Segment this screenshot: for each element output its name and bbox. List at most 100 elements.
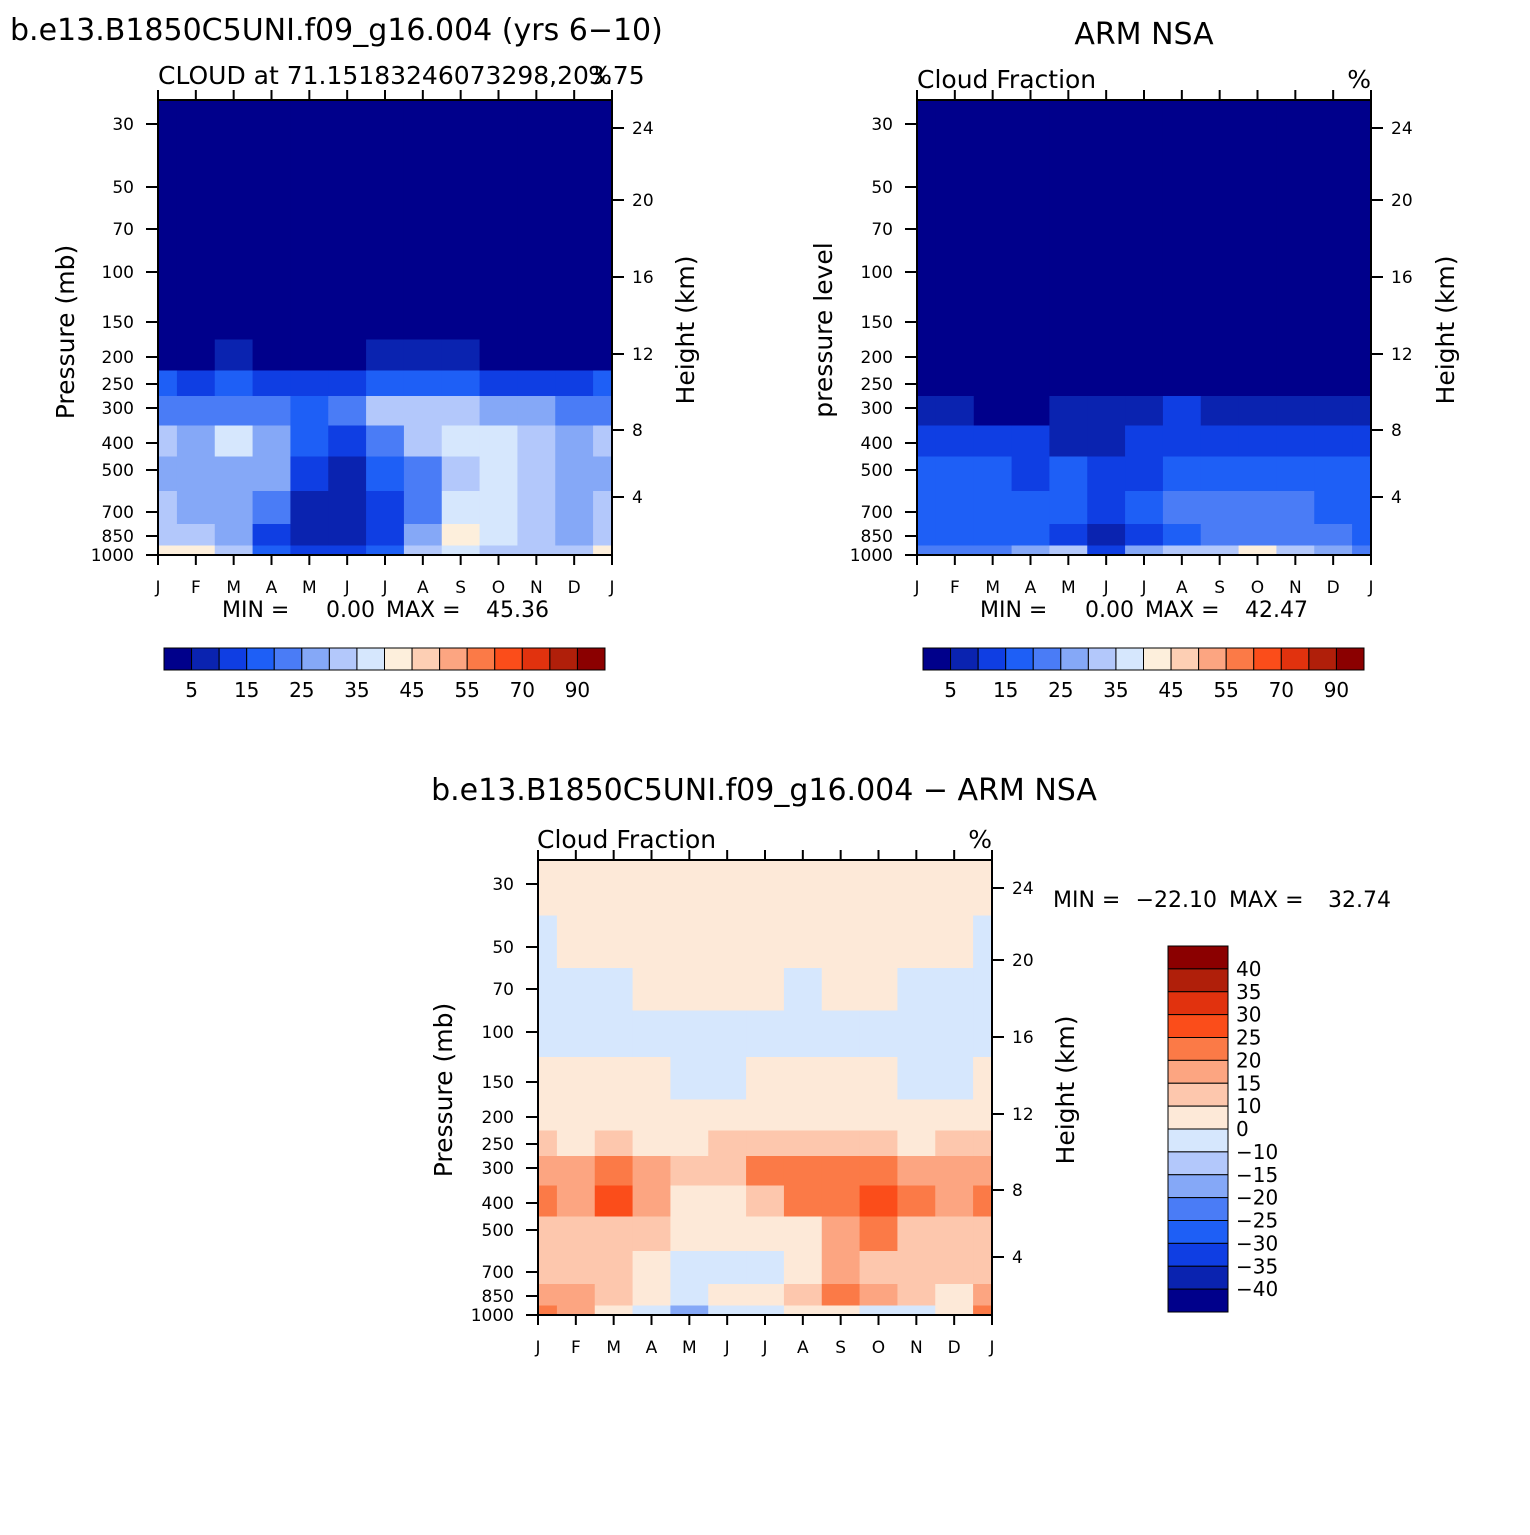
y-tick-right-label: 12 [1391,345,1413,365]
heatmap-cell [214,297,254,341]
heatmap-cell [821,1216,861,1252]
colorbar-swatch [1167,991,1229,1016]
heatmap-cell [859,1099,899,1132]
subtitle-right-obs: % [1347,65,1371,94]
heatmap-cell [1087,370,1126,397]
heatmap-cell [366,339,405,372]
heatmap-cell [176,370,216,397]
heatmap-cell [1352,396,1371,427]
heatmap-cell [973,545,1013,555]
heatmap-cell [556,1216,596,1252]
y-tick-label: 300 [482,1159,514,1179]
colorbar-swatch [922,647,952,671]
heatmap-cell [1238,208,1278,252]
heatmap-cell [1238,425,1278,458]
heatmap-cell [1125,100,1164,157]
heatmap-cell [973,297,1013,341]
heatmap-cell [328,339,367,372]
heatmap-cell [538,1057,558,1101]
heatmap-cell [1087,250,1126,298]
heatmap-cell [366,250,405,298]
heatmap-cell [917,456,937,492]
heatmap-cell [1125,425,1164,458]
heatmap-cell [1276,100,1315,157]
min-value-obs: 0.00 [1085,598,1134,623]
x-tick-label: M [1061,578,1076,598]
colorbar-swatch [1115,647,1144,671]
heatmap-cell [594,1099,634,1132]
heatmap-cell [783,1185,823,1218]
heatmap-cell [821,1284,861,1307]
heatmap-cell [1162,491,1202,525]
heatmap-cell [1162,155,1202,209]
heatmap-cell [1162,370,1202,397]
y-tick-label: 500 [102,461,134,481]
heatmap-cell [973,1305,992,1315]
heatmap-cell [1162,297,1202,341]
x-tick-label: S [835,1338,846,1358]
y-tick-label: 70 [871,220,893,240]
colorbar-swatch [1167,1014,1229,1039]
y-tick-label: 250 [861,375,893,395]
heatmap-cell [1238,250,1278,298]
heatmap-cell [1162,100,1202,157]
heatmap-cell [632,1251,672,1285]
x-tick-label: A [646,1338,658,1358]
heatmap-cell [290,339,329,372]
heatmap-cell [859,860,899,917]
x-tick-label: D [948,1338,961,1358]
heatmap-cell [176,456,216,492]
colorbar-label: 55 [454,678,479,702]
colorbar-label: 25 [1048,678,1073,702]
heatmap-cell [556,968,596,1012]
heatmap-cell [1276,545,1315,555]
heatmap-cell [593,297,612,341]
y-tick-right-label: 16 [632,268,654,288]
min-label-obs: MIN = [980,598,1047,623]
heatmap-cell [1125,545,1164,555]
heatmap-cell [403,155,443,209]
x-tick-label: O [492,578,505,598]
heatmap-cell [746,1156,785,1187]
heatmap-cell [1125,250,1164,298]
heatmap-cell [1314,100,1353,157]
colorbar-label: −25 [1236,1209,1278,1233]
heatmap-cell [538,1251,558,1285]
colorbar-label: 35 [1236,980,1261,1004]
heatmap-cell [935,1216,974,1252]
heatmap-cell [158,396,178,427]
heatmap-cell [1276,456,1315,492]
heatmap-cell [517,524,556,547]
heatmap-cell [917,297,937,341]
heatmap-cell [859,968,899,1012]
colorbar-swatch [439,647,468,671]
heatmap-cell [821,1185,861,1218]
colorbar-swatch [411,647,441,671]
y-tick-label: 500 [482,1221,514,1241]
heatmap-cell [973,100,1013,157]
x-tick-label: S [455,578,466,598]
heatmap-cell [821,1057,861,1101]
colorbar-label: −15 [1236,1163,1278,1187]
heatmap-cell [1049,100,1088,157]
heatmap-cell [1011,370,1051,397]
heatmap-cell [479,297,519,341]
heatmap-cell [555,425,594,458]
heatmap-cell [1200,524,1240,547]
heatmap-cell [517,545,556,555]
heatmap-cell [328,396,367,427]
title-diff: b.e13.B1850C5UNI.f09_g16.004 − ARM NSA [431,773,1097,808]
heatmap-cell [746,1216,785,1252]
heatmap-cell [555,297,594,341]
heatmap-cell [328,370,367,397]
heatmap-cell [252,100,292,157]
heatmap-cell [708,1099,747,1132]
heatmap-cell [897,1185,936,1218]
y-tick-label: 200 [102,348,134,368]
heatmap-cell [1352,100,1371,157]
y-tick-right-label: 8 [1012,1181,1023,1201]
heatmap-cell [328,208,367,252]
colorbar-swatch [1032,647,1062,671]
heatmap-cell [479,524,519,547]
